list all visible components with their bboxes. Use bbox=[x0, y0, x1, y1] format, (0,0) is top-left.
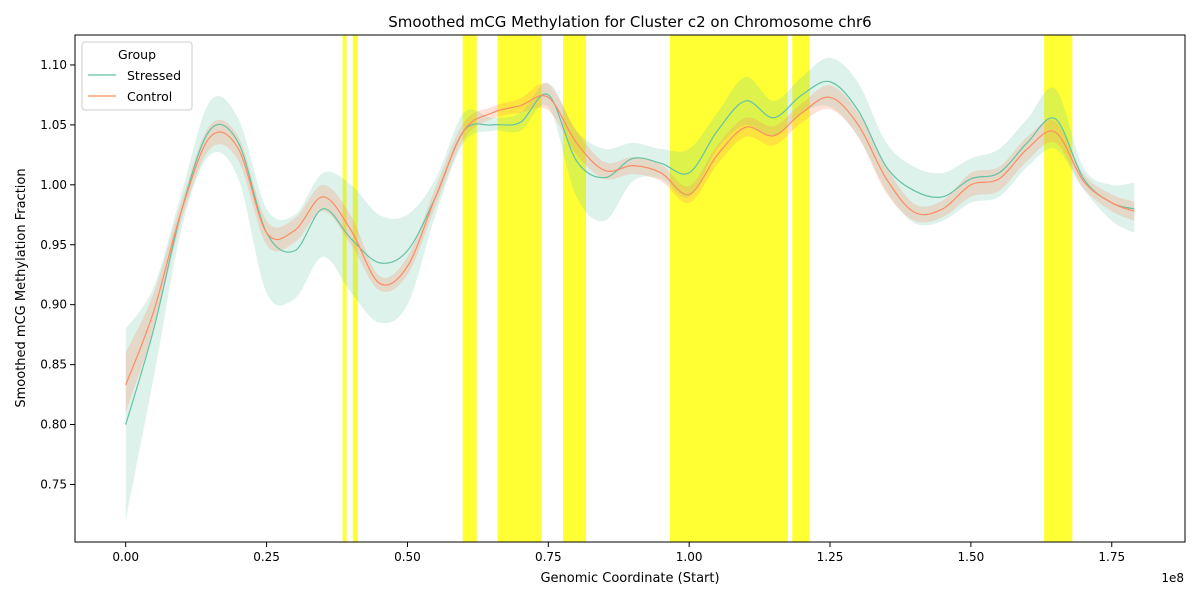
band-stressed bbox=[125, 57, 1135, 521]
y-tick-label: 1.05 bbox=[40, 118, 67, 132]
legend-label-stressed: Stressed bbox=[127, 68, 181, 83]
legend-label-control: Control bbox=[127, 89, 172, 104]
x-tick-label: 0.50 bbox=[394, 550, 421, 564]
highlight-region bbox=[562, 35, 587, 542]
chart-title: Smoothed mCG Methylation for Cluster c2 … bbox=[388, 13, 871, 31]
legend: Group Stressed Control bbox=[81, 41, 193, 111]
y-axis-title: Smoothed mCG Methylation Fraction bbox=[14, 168, 29, 407]
highlight-region bbox=[497, 35, 542, 542]
x-tick-label: 0.25 bbox=[253, 550, 280, 564]
highlight-region bbox=[792, 35, 810, 542]
x-tick-label: 1.25 bbox=[817, 550, 844, 564]
y-tick-label: 1.10 bbox=[40, 58, 67, 72]
y-tick-label: 0.80 bbox=[40, 418, 67, 432]
highlight-region bbox=[1044, 35, 1073, 542]
series-lines bbox=[125, 80, 1135, 425]
legend-box bbox=[81, 41, 193, 111]
highlight-region bbox=[670, 35, 788, 542]
line-control bbox=[125, 95, 1135, 386]
y-axis-ticks: 0.75 0.80 0.85 0.90 0.95 1.00 1.05 1.10 bbox=[40, 58, 75, 491]
x-axis-ticks: 0.00 0.25 0.50 0.75 1.00 1.25 1.50 1.75 bbox=[112, 542, 1125, 564]
x-tick-label: 1.75 bbox=[1098, 550, 1125, 564]
y-tick-label: 1.00 bbox=[40, 178, 67, 192]
band-control bbox=[125, 83, 1135, 413]
highlight-regions bbox=[342, 35, 1073, 542]
x-axis-offset-text: 1e8 bbox=[1161, 571, 1184, 585]
highlight-region bbox=[342, 35, 347, 542]
x-tick-label: 1.00 bbox=[676, 550, 703, 564]
y-tick-label: 0.75 bbox=[40, 477, 67, 491]
plot-frame bbox=[74, 34, 1186, 543]
x-axis-title: Genomic Coordinate (Start) bbox=[540, 571, 719, 586]
x-tick-label: 0.00 bbox=[112, 550, 139, 564]
legend-title: Group bbox=[118, 47, 156, 62]
y-tick-label: 0.85 bbox=[40, 358, 67, 372]
y-tick-label: 0.90 bbox=[40, 298, 67, 312]
x-tick-label: 1.50 bbox=[958, 550, 985, 564]
confidence-bands bbox=[125, 57, 1135, 521]
x-tick-label: 0.75 bbox=[535, 550, 562, 564]
highlight-region bbox=[462, 35, 477, 542]
y-tick-label: 0.95 bbox=[40, 238, 67, 252]
highlight-region bbox=[352, 35, 358, 542]
